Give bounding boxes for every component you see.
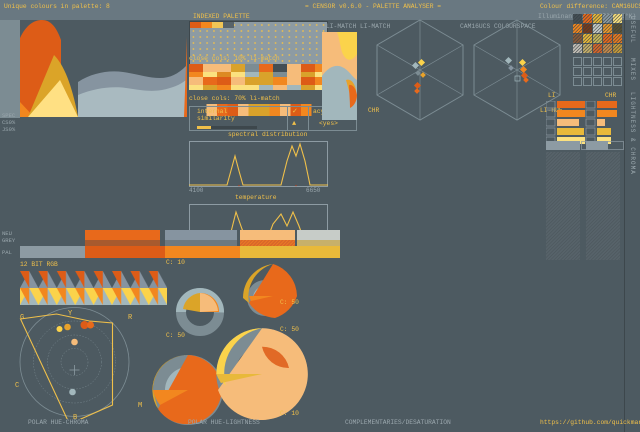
svg-text:G: G — [20, 314, 24, 322]
svg-text:C: C — [15, 382, 19, 390]
svg-text:R: R — [128, 314, 133, 322]
